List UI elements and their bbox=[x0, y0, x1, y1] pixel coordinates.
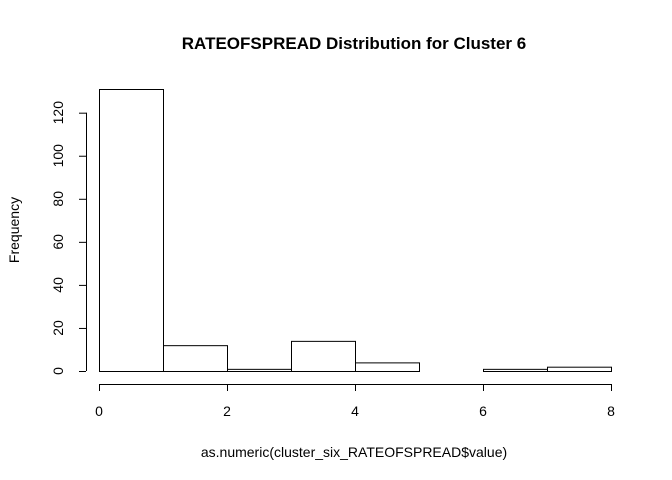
y-tick-label: 0 bbox=[50, 367, 66, 375]
y-axis-label: Frequency bbox=[6, 197, 22, 263]
histogram-bar-6 bbox=[483, 368, 548, 372]
y-axis: 0 20 40 60 80 100 120 bbox=[50, 101, 87, 375]
histogram-bar-7 bbox=[547, 366, 612, 373]
x-axis-label: as.numeric(cluster_six_RATEOFSPREAD$valu… bbox=[201, 444, 507, 460]
y-tick-label: 40 bbox=[50, 277, 66, 293]
histogram-bar-3 bbox=[291, 340, 356, 373]
histogram-bar-4 bbox=[355, 362, 420, 372]
x-tick-label: 2 bbox=[223, 403, 231, 419]
y-tick-label: 100 bbox=[50, 144, 66, 168]
x-tick-label: 4 bbox=[351, 403, 359, 419]
y-tick-label: 60 bbox=[50, 234, 66, 250]
y-tick-label: 20 bbox=[50, 320, 66, 336]
x-tick-label: 6 bbox=[479, 403, 487, 419]
bars-group bbox=[99, 89, 612, 373]
x-tick-label: 0 bbox=[95, 403, 103, 419]
histogram-bar-0 bbox=[99, 89, 164, 372]
x-axis: 0 2 4 6 8 bbox=[95, 384, 615, 419]
y-tick-label: 80 bbox=[50, 191, 66, 207]
y-tick-label: 120 bbox=[50, 101, 66, 125]
histogram-bar-1 bbox=[163, 345, 228, 372]
x-tick-label: 8 bbox=[607, 403, 615, 419]
chart-title: RATEOFSPREAD Distribution for Cluster 6 bbox=[182, 34, 526, 53]
histogram-bar-2 bbox=[227, 368, 292, 372]
